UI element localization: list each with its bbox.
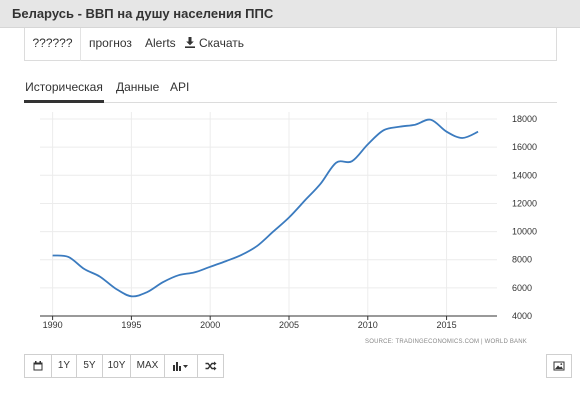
x-tick-label: 2005: [279, 320, 299, 330]
y-tick-label: 12000: [512, 198, 537, 208]
y-tick-label: 8000: [512, 255, 532, 265]
title-bar: Беларусь - ВВП на душу населения ППС: [0, 0, 580, 28]
tab-api[interactable]: API: [170, 80, 190, 94]
tab-data[interactable]: Данные: [116, 80, 160, 94]
calendar-button[interactable]: [24, 354, 52, 378]
download-icon: [185, 37, 195, 48]
page-title: Беларусь - ВВП на душу населения ППС: [12, 6, 274, 21]
chart-series: [52, 118, 479, 298]
y-axis-ticks: 4000 6000 8000 10000 12000 14000 16000 18000: [512, 114, 537, 321]
chart-grid: [40, 112, 497, 317]
y-tick-label: 10000: [512, 227, 537, 237]
range-1y-button[interactable]: 1Y: [52, 354, 77, 378]
y-tick-label: 16000: [512, 142, 537, 152]
download-label: Скачать: [199, 36, 244, 50]
bar-chart-icon: [173, 362, 188, 371]
top-tabs: ?????? прогноз Alerts Скачать: [24, 28, 557, 61]
x-tick-label: 2015: [437, 320, 457, 330]
gdp-line-chart: 1990 1995 2000 2005 2010 2015 4000 6000 8000 100…: [40, 112, 537, 345]
range-5y-button[interactable]: 5Y: [77, 354, 103, 378]
sub-tabs: Историческая Данные API: [24, 76, 557, 103]
x-axis-ticks: 1990 1995 2000 2005 2010 2015: [43, 316, 457, 330]
export-image-button[interactable]: [546, 354, 572, 378]
tab-overview[interactable]: ??????: [25, 28, 81, 61]
image-icon: [553, 361, 565, 371]
y-tick-label: 4000: [512, 311, 532, 321]
x-tick-label: 2010: [358, 320, 378, 330]
tab-alerts[interactable]: Alerts: [145, 36, 176, 50]
x-tick-label: 1995: [121, 320, 141, 330]
calendar-icon: [33, 361, 43, 371]
series-line-gdp: [52, 118, 479, 298]
range-10y-button[interactable]: 10Y: [103, 354, 131, 378]
tab-forecast[interactable]: прогноз: [89, 36, 132, 50]
y-tick-label: 14000: [512, 170, 537, 180]
range-max-button[interactable]: MAX: [131, 354, 165, 378]
x-tick-label: 1990: [43, 320, 63, 330]
y-tick-label: 6000: [512, 283, 532, 293]
y-tick-label: 18000: [512, 114, 537, 124]
x-tick-label: 2000: [200, 320, 220, 330]
tab-historical[interactable]: Историческая: [24, 76, 104, 103]
shuffle-icon: [205, 361, 216, 371]
chart-type-button[interactable]: [165, 354, 198, 378]
compare-button[interactable]: [198, 354, 224, 378]
chart-source: SOURCE: TRADINGECONOMICS.COM | WORLD BAN…: [365, 339, 527, 345]
tab-download[interactable]: Скачать: [185, 28, 244, 61]
